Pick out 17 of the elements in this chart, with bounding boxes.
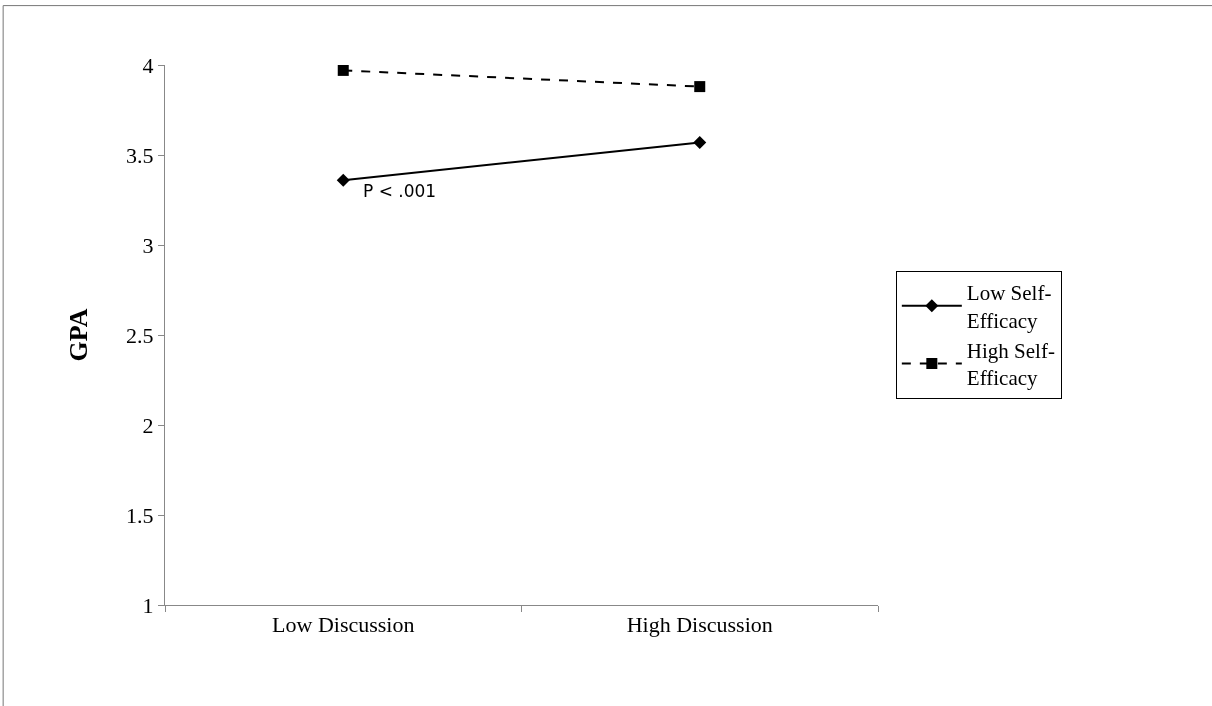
legend-label: High Self-Efficacy [966, 338, 1055, 391]
annotation: P < .001 [363, 181, 437, 201]
x-tick-label: High Discussion [626, 612, 773, 638]
y-tick-label: 2.5 [126, 322, 154, 348]
y-tick-label: 3.5 [126, 142, 154, 168]
y-tick-label: 4 [142, 52, 154, 78]
y-tick-label: 1 [142, 592, 154, 618]
x-tick-label: Low Discussion [272, 612, 415, 638]
y-tick-label: 3 [142, 232, 154, 258]
point [693, 135, 707, 149]
point [337, 65, 349, 76]
legend-label: Low Self-Efficacy [966, 281, 1052, 333]
y-axis-title: GPA [64, 308, 94, 362]
y-tick-label: 1.5 [126, 502, 154, 528]
point [694, 81, 706, 93]
point [336, 173, 350, 187]
y-tick-label: 2 [142, 412, 154, 438]
